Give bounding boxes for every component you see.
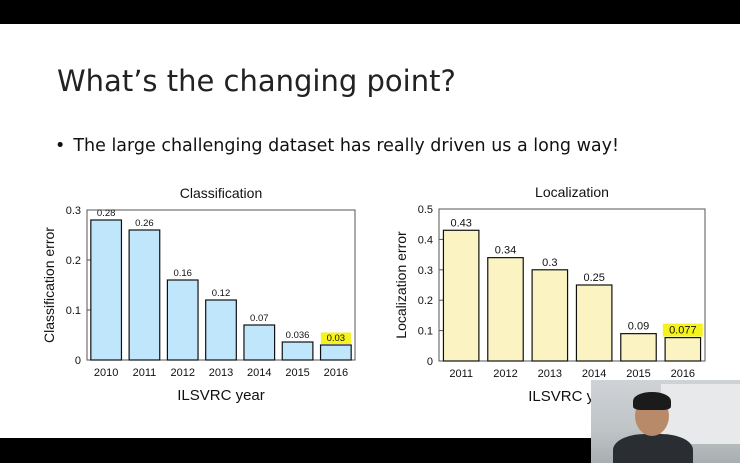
classification-ytick-label: 0.2 <box>66 255 81 267</box>
localization-xtick-label: 2013 <box>538 368 562 380</box>
classification-value-label: 0.036 <box>286 330 310 341</box>
slide: What’s the changing point? • The large ch… <box>0 24 740 438</box>
classification-chart: Classification 0 0.1 0.2 0.3 0.28 2010 0.26 2011… <box>41 185 356 404</box>
classification-xtick-label: 2014 <box>247 367 271 379</box>
classification-yaxis-label: Classification error <box>41 227 57 343</box>
bullet-text: The large challenging dataset has really… <box>73 136 620 156</box>
classification-bar <box>319 344 352 361</box>
localization-yaxis-label: Localization error <box>393 231 409 339</box>
localization-ytick-label: 0.4 <box>418 234 433 246</box>
classification-value-label: 0.12 <box>212 288 231 299</box>
localization-xtick-label: 2012 <box>493 368 517 380</box>
bullet-point: • The large challenging dataset has reall… <box>55 136 619 156</box>
classification-chart-title: Classification <box>180 185 262 201</box>
classification-value-label: 0.16 <box>173 268 192 279</box>
classification-xaxis-label: ILSVRC year <box>177 387 265 404</box>
localization-plot-frame <box>438 208 706 362</box>
localization-chart: Localization 0 0.1 0.2 0.3 0.4 0.5 0.43 2011 0.34… <box>393 184 706 405</box>
localization-xtick-label: 2015 <box>626 368 650 380</box>
localization-value-label: 0.3 <box>542 257 557 269</box>
localization-bar <box>531 269 569 362</box>
classification-value-label: 0.07 <box>250 313 269 324</box>
classification-xtick-label: 2013 <box>209 367 233 379</box>
localization-bar <box>664 336 702 362</box>
classification-ytick-label: 0 <box>75 355 81 367</box>
webcam-overlay <box>591 380 740 463</box>
localization-ytick-label: 0.3 <box>418 265 433 277</box>
localization-value-label: 0.34 <box>495 245 516 257</box>
classification-xtick-label: 2010 <box>94 367 118 379</box>
whiteboard-background <box>661 384 740 444</box>
presenter-body <box>613 434 693 463</box>
localization-ytick-label: 0.2 <box>418 295 433 307</box>
presenter-hair <box>633 392 671 410</box>
localization-value-label: 0.25 <box>583 272 604 284</box>
classification-xtick-label: 2011 <box>133 367 157 379</box>
classification-bar <box>243 324 276 361</box>
localization-ytick-label: 0.1 <box>418 326 433 338</box>
bullet-dot-icon: • <box>55 136 66 156</box>
localization-chart-title: Localization <box>535 184 609 200</box>
slide-title: What’s the changing point? <box>57 64 456 98</box>
localization-value-label: 0.43 <box>450 217 471 229</box>
localization-value-label: 0.077 <box>669 325 697 337</box>
classification-value-highlight <box>320 332 351 344</box>
localization-bar <box>620 333 657 362</box>
classification-xtick-label: 2015 <box>285 367 309 379</box>
classification-value-label: 0.26 <box>135 218 154 229</box>
classification-value-label: 0.28 <box>97 208 116 219</box>
classification-ytick-label: 0.3 <box>66 205 81 217</box>
classification-bar <box>205 299 237 361</box>
localization-value-highlight <box>662 323 703 337</box>
classification-ytick-label: 0.1 <box>66 305 81 317</box>
classification-bar <box>281 341 314 361</box>
localization-xtick-label: 2011 <box>449 368 473 380</box>
localization-bar <box>487 257 524 362</box>
classification-bar <box>166 279 199 361</box>
localization-ytick-label: 0.5 <box>418 204 433 216</box>
classification-value-label: 0.03 <box>327 333 346 344</box>
classification-bar <box>128 229 161 361</box>
classification-bar <box>90 219 123 361</box>
localization-bar <box>575 284 613 362</box>
classification-xtick-label: 2012 <box>170 367 194 379</box>
localization-ytick-label: 0 <box>427 356 433 368</box>
localization-bar <box>442 229 480 362</box>
localization-xtick-label: 2016 <box>671 368 695 380</box>
classification-xtick-label: 2016 <box>324 367 348 379</box>
localization-value-label: 0.09 <box>628 321 649 333</box>
localization-xtick-label: 2014 <box>582 368 606 380</box>
